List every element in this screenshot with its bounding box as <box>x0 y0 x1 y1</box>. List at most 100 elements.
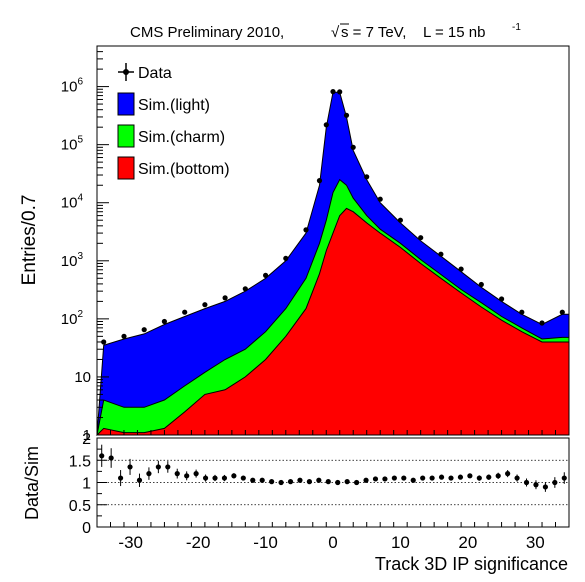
main-y-axis-ticks: 1 10 102 103 104 105 106 <box>61 45 570 444</box>
ratio-point <box>561 475 567 481</box>
ratio-point <box>476 475 482 481</box>
y-tick-label: 103 <box>61 251 84 270</box>
ratio-y-tick-label: 1 <box>82 476 91 493</box>
ratio-point <box>438 474 445 480</box>
main-plot-area <box>95 89 570 436</box>
ratio-point <box>278 479 284 486</box>
ratio-point <box>165 464 171 470</box>
data-point <box>343 112 350 118</box>
ratio-points <box>99 444 567 492</box>
x-axis-label: Track 3D IP significance <box>375 554 568 574</box>
data-point <box>397 217 403 223</box>
x-tick-label: 30 <box>526 533 545 552</box>
ratio-point <box>505 471 511 477</box>
ratio-point <box>269 479 275 485</box>
ratio-y-tick-label: 2 <box>82 431 91 448</box>
ratio-point <box>457 474 464 480</box>
data-point <box>222 295 228 301</box>
legend-item-simlight: Sim.(light) <box>117 92 210 116</box>
ratio-point <box>325 479 331 485</box>
ratio-point <box>344 479 350 485</box>
ratio-y-tick-label: 1.5 <box>69 453 91 470</box>
data-point <box>316 178 323 184</box>
sqrt-symbol: √ <box>331 24 340 41</box>
ratio-point <box>193 471 199 477</box>
legend: Data Sim.(light) Sim.(charm) Sim.(bottom) <box>117 63 230 180</box>
ratio-point <box>146 471 152 477</box>
data-point <box>337 89 343 95</box>
data-point <box>350 144 356 150</box>
main-plot-frame <box>96 45 570 436</box>
y-tick-label: 104 <box>61 193 84 212</box>
legend-item-simcharm: Sim.(charm) <box>117 124 225 148</box>
data-point <box>101 339 107 345</box>
ratio-y-tick-label: 0.5 <box>69 498 91 515</box>
ratio-point <box>363 477 369 483</box>
data-point <box>263 272 269 278</box>
ratio-point <box>306 479 312 485</box>
y-tick-label: 102 <box>61 309 84 328</box>
lumi-text: L = 15 nb <box>423 24 485 41</box>
ratio-point <box>127 464 133 470</box>
ratio-point <box>354 479 360 486</box>
ratio-point <box>486 474 492 480</box>
ratio-point <box>221 475 228 481</box>
ratio-point <box>391 475 397 481</box>
lumi-exponent: -1 <box>512 22 521 33</box>
data-point <box>438 251 444 257</box>
ratio-point <box>410 477 416 483</box>
ratio-x-axis-ticks: -30 -20 -10 0 10 20 30 <box>96 522 570 552</box>
ratio-y-tick-label: 0 <box>82 520 91 537</box>
data-point <box>539 320 545 326</box>
main-y-axis-label: Entries/0.7 <box>19 195 40 286</box>
ratio-point <box>429 475 435 481</box>
ratio-point <box>240 475 246 481</box>
data-point <box>330 89 336 95</box>
ratio-panel: 0 0.5 1 1.5 2 -30 -20 -10 0 10 20 30 Data/Sim Trac… <box>22 431 570 574</box>
data-point <box>499 296 505 302</box>
legend-swatch <box>117 124 135 148</box>
ratio-point <box>382 476 388 482</box>
legend-label: Sim.(charm) <box>138 129 225 146</box>
legend-item-data: Data <box>118 63 172 82</box>
ratio-point <box>316 477 322 483</box>
y-tick-label: 10 <box>74 369 91 386</box>
header-title: CMS Preliminary 2010, <box>130 24 284 41</box>
ratio-reference-lines <box>97 459 569 506</box>
ratio-plot-frame <box>96 437 570 528</box>
data-point <box>121 333 127 339</box>
data-point <box>559 309 565 315</box>
ratio-point <box>259 477 265 483</box>
area-simbottom <box>95 207 570 436</box>
data-point <box>283 255 289 261</box>
ratio-point <box>136 477 143 483</box>
data-point <box>377 196 383 202</box>
data-point <box>323 122 329 128</box>
data-point <box>418 235 424 241</box>
energy-text: s = 7 TeV, <box>341 24 406 41</box>
ratio-point <box>542 484 549 490</box>
data-point <box>303 227 309 233</box>
data-point <box>182 309 188 315</box>
ratio-point <box>523 479 530 486</box>
ratio-point <box>514 475 520 481</box>
ratio-point <box>174 471 180 477</box>
x-tick-label: -10 <box>253 533 278 552</box>
ratio-point <box>420 475 426 481</box>
ratio-point <box>184 473 190 479</box>
ratio-point <box>108 455 114 461</box>
data-point <box>364 174 370 180</box>
data-markers <box>101 89 565 345</box>
ratio-point <box>118 475 124 481</box>
ratio-point <box>495 473 501 479</box>
data-point <box>519 309 525 315</box>
ratio-point <box>552 479 558 486</box>
y-tick-label: 1 <box>83 427 91 444</box>
x-tick-label: 20 <box>458 533 477 552</box>
legend-item-simbottom: Sim.(bottom) <box>117 156 230 180</box>
legend-label: Sim.(bottom) <box>138 161 230 178</box>
data-point <box>478 281 484 288</box>
data-point <box>202 302 208 308</box>
ratio-point <box>212 475 218 481</box>
